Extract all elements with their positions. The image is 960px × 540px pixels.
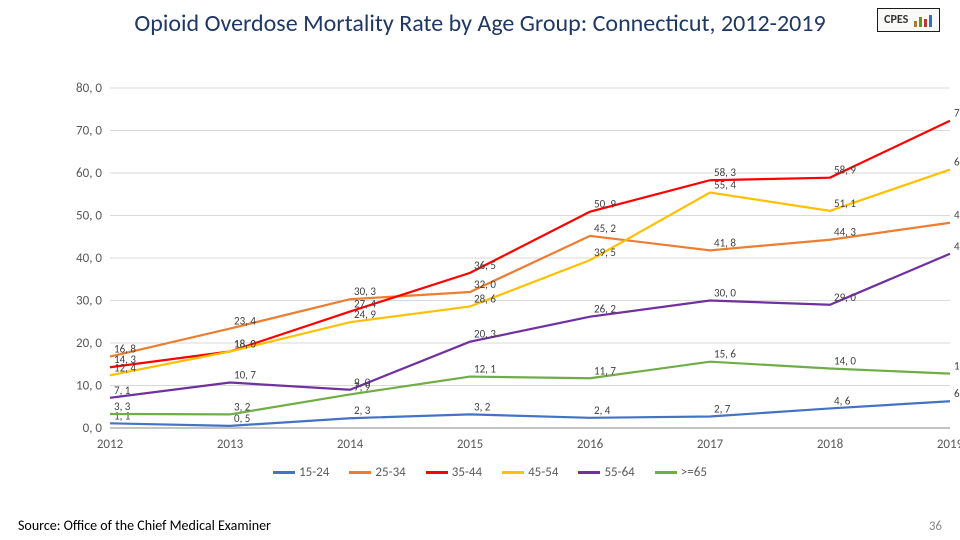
legend-label: 25-34 xyxy=(375,465,405,480)
legend-swatch xyxy=(655,471,677,474)
data-label: 39, 5 xyxy=(594,246,616,259)
data-label: 18, 0 xyxy=(234,338,256,351)
line-chart: 0, 0 10, 0 20, 0 30, 0 40, 0 50, 0 60, 0 70, 0 8… xyxy=(60,80,960,480)
data-label: 24, 9 xyxy=(354,308,376,321)
legend-item->=65: >=65 xyxy=(655,465,707,480)
cpes-logo: CPES xyxy=(877,8,940,32)
svg-text:2016: 2016 xyxy=(577,437,604,452)
legend-swatch xyxy=(426,471,448,474)
data-label: 2, 7 xyxy=(714,403,731,416)
svg-text:2013: 2013 xyxy=(217,437,244,452)
svg-text:2017: 2017 xyxy=(697,437,724,452)
legend-item-55-64: 55-64 xyxy=(578,465,634,480)
data-label: 6, 3 xyxy=(954,387,960,400)
data-label: 12, 1 xyxy=(474,363,496,376)
source-footer: Source: Office of the Chief Medical Exam… xyxy=(18,517,271,534)
svg-text:0, 0: 0, 0 xyxy=(83,421,103,436)
legend-item-25-34: 25-34 xyxy=(349,465,405,480)
legend-label: 15-24 xyxy=(299,465,329,480)
logo-bar-0 xyxy=(914,21,917,27)
data-label: 20, 3 xyxy=(474,328,496,341)
chart-area: 0, 0 10, 0 20, 0 30, 0 40, 0 50, 0 60, 0 70, 0 8… xyxy=(60,80,920,480)
data-label: 45, 2 xyxy=(594,222,616,235)
logo-bar-3 xyxy=(929,15,932,27)
data-label: 41, 8 xyxy=(714,236,736,249)
legend-swatch xyxy=(502,471,524,474)
svg-text:70, 0: 70, 0 xyxy=(76,124,102,139)
data-label: 30, 3 xyxy=(354,285,376,298)
svg-text:2015: 2015 xyxy=(457,437,483,452)
data-label: 41, 0 xyxy=(954,240,960,253)
legend-swatch xyxy=(273,471,295,474)
data-label: 44, 3 xyxy=(834,226,856,239)
svg-text:60, 0: 60, 0 xyxy=(76,166,102,181)
data-label: 4, 6 xyxy=(834,394,851,407)
svg-text:80, 0: 80, 0 xyxy=(76,81,102,96)
data-label: 7, 9 xyxy=(354,380,371,393)
data-label: 29, 0 xyxy=(834,291,856,304)
data-label: 12, 4 xyxy=(114,361,136,374)
data-label: 58, 9 xyxy=(834,164,856,177)
data-label: 72, 3 xyxy=(954,107,960,120)
data-label: 32, 0 xyxy=(474,278,496,291)
logo-text: CPES xyxy=(884,13,908,27)
data-label: 50, 9 xyxy=(594,198,616,211)
legend-swatch xyxy=(349,471,371,474)
data-label: 28, 6 xyxy=(474,292,496,305)
legend-item-45-54: 45-54 xyxy=(502,465,558,480)
legend-item-15-24: 15-24 xyxy=(273,465,329,480)
data-label: 48, 3 xyxy=(954,209,960,222)
data-label: 3, 2 xyxy=(234,400,251,413)
data-label: 36, 5 xyxy=(474,259,496,272)
svg-text:10, 0: 10, 0 xyxy=(76,379,102,394)
data-label: 55, 4 xyxy=(714,179,736,192)
svg-text:2018: 2018 xyxy=(817,437,844,452)
logo-bar-2 xyxy=(924,19,927,27)
data-label: 12, 8 xyxy=(954,360,960,373)
svg-text:50, 0: 50, 0 xyxy=(76,209,102,224)
svg-text:2012: 2012 xyxy=(97,437,124,452)
data-label: 15, 6 xyxy=(714,348,736,361)
data-label: 3, 2 xyxy=(474,400,491,413)
data-label: 2, 3 xyxy=(354,404,371,417)
legend-label: 35-44 xyxy=(452,465,482,480)
legend-item-35-44: 35-44 xyxy=(426,465,482,480)
page-number: 36 xyxy=(929,519,942,534)
data-label: 51, 1 xyxy=(834,197,856,210)
data-label: 23, 4 xyxy=(234,315,256,328)
legend-label: 55-64 xyxy=(604,465,634,480)
data-label: 30, 0 xyxy=(714,287,736,300)
svg-text:20, 0: 20, 0 xyxy=(76,336,102,351)
data-label: 10, 7 xyxy=(234,369,256,382)
svg-text:30, 0: 30, 0 xyxy=(76,294,102,309)
data-label: 60, 8 xyxy=(954,156,960,169)
data-label: 58, 3 xyxy=(714,166,736,179)
logo-bars xyxy=(913,13,933,27)
chart-legend: 15-24 25-34 35-44 45-54 55-64 >=65 xyxy=(60,465,920,480)
data-label: 3, 3 xyxy=(114,400,131,413)
legend-label: >=65 xyxy=(681,465,707,480)
data-label: 26, 2 xyxy=(594,303,616,316)
data-label: 7, 1 xyxy=(114,384,131,397)
svg-text:2019: 2019 xyxy=(937,437,960,452)
page-title: Opioid Overdose Mortality Rate by Age Gr… xyxy=(80,10,880,39)
data-label: 2, 4 xyxy=(594,404,611,417)
legend-swatch xyxy=(578,471,600,474)
data-label: 14, 0 xyxy=(834,355,856,368)
svg-text:40, 0: 40, 0 xyxy=(76,251,102,266)
data-label: 11, 7 xyxy=(594,364,616,377)
logo-bar-1 xyxy=(919,17,922,27)
svg-text:2014: 2014 xyxy=(337,437,364,452)
legend-label: 45-54 xyxy=(528,465,558,480)
